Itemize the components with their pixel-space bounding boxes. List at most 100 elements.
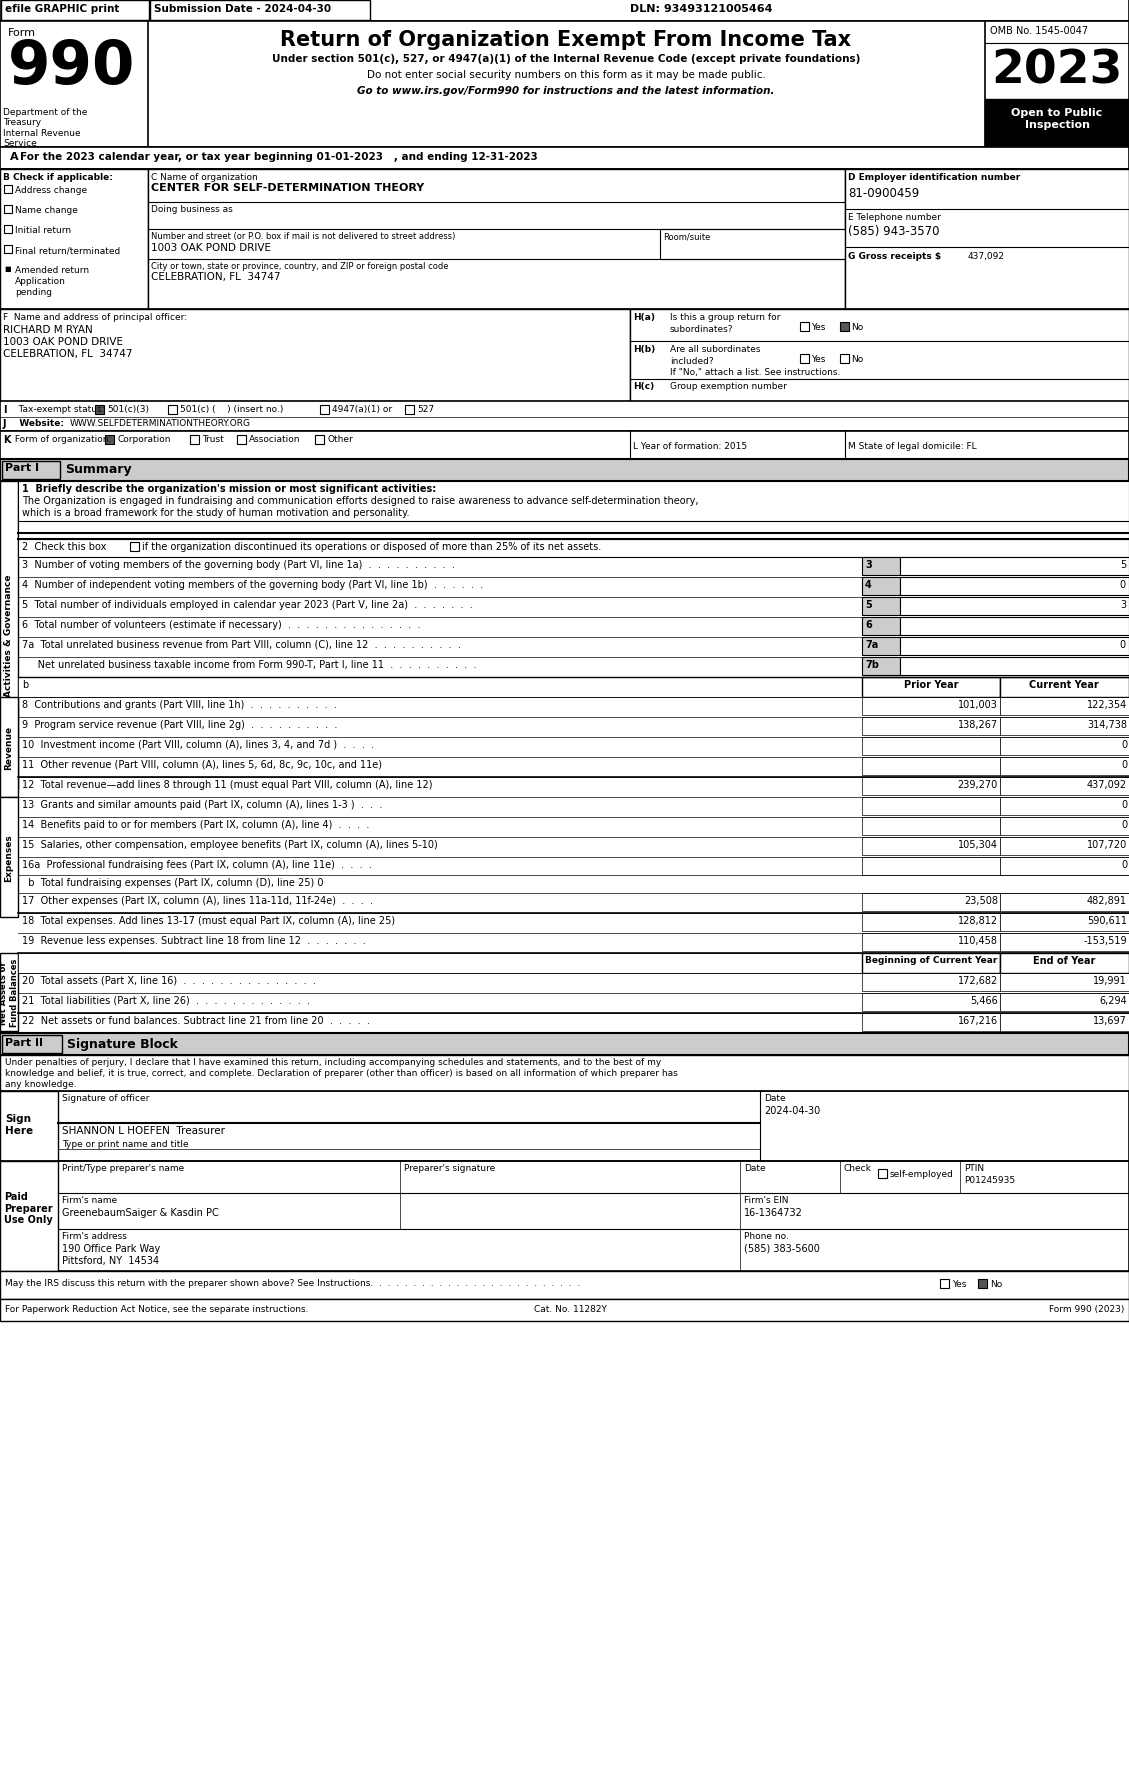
Bar <box>900 577 1129 595</box>
Text: CELEBRATION, FL  34747: CELEBRATION, FL 34747 <box>3 349 132 358</box>
Text: 3: 3 <box>1120 601 1126 609</box>
Text: City or town, state or province, country, and ZIP or foreign postal code: City or town, state or province, country… <box>151 262 448 271</box>
Bar <box>984 100 1129 148</box>
Text: 239,270: 239,270 <box>957 779 998 789</box>
Text: Phone no.: Phone no. <box>744 1231 789 1240</box>
Text: 190 Office Park Way: 190 Office Park Way <box>62 1244 160 1253</box>
Bar <box>0 697 18 798</box>
Text: 437,092: 437,092 <box>1087 779 1127 789</box>
Bar <box>1000 777 1129 795</box>
Text: 4: 4 <box>865 579 872 590</box>
Text: Firm's name: Firm's name <box>62 1196 117 1205</box>
Text: 1003 OAK POND DRIVE: 1003 OAK POND DRIVE <box>151 242 271 253</box>
Bar <box>863 597 900 615</box>
Bar <box>237 437 246 446</box>
Text: 2024-04-30: 2024-04-30 <box>764 1105 821 1116</box>
Text: Form 990 (2023): Form 990 (2023) <box>1049 1304 1124 1313</box>
Bar <box>168 406 177 415</box>
Text: b: b <box>21 679 28 690</box>
Bar <box>95 406 104 415</box>
Bar <box>863 818 1000 836</box>
Text: No: No <box>851 355 864 364</box>
Text: Part I: Part I <box>5 463 40 472</box>
Text: Prior Year: Prior Year <box>903 679 959 690</box>
Text: 81-0900459: 81-0900459 <box>848 187 919 200</box>
Bar <box>0 1091 1129 1162</box>
Text: J: J <box>3 419 7 429</box>
Bar <box>1000 1014 1129 1032</box>
Text: 0: 0 <box>1121 800 1127 809</box>
Bar <box>0 460 1129 481</box>
Text: Current Year: Current Year <box>1030 679 1099 690</box>
Text: b  Total fundraising expenses (Part IX, column (D), line 25) 0: b Total fundraising expenses (Part IX, c… <box>21 877 324 887</box>
Text: 990: 990 <box>8 37 135 96</box>
Text: Is this a group return for: Is this a group return for <box>669 314 780 323</box>
Text: (585) 383-5600: (585) 383-5600 <box>744 1244 820 1253</box>
Text: Firm's address: Firm's address <box>62 1231 126 1240</box>
Text: Check: Check <box>844 1164 872 1173</box>
Text: 9  Program service revenue (Part VIII, line 2g)  .  .  .  .  .  .  .  .  .  .: 9 Program service revenue (Part VIII, li… <box>21 720 338 729</box>
Bar <box>844 169 1129 310</box>
Bar <box>863 914 1000 932</box>
Bar <box>130 544 139 552</box>
Text: 15  Salaries, other compensation, employee benefits (Part IX, column (A), lines : 15 Salaries, other compensation, employe… <box>21 839 438 850</box>
Bar <box>315 437 324 446</box>
Text: Under penalties of perjury, I declare that I have examined this return, includin: Under penalties of perjury, I declare th… <box>5 1057 662 1066</box>
Bar <box>18 540 1129 558</box>
Bar <box>863 893 1000 911</box>
Text: Website:: Website: <box>10 419 64 428</box>
Text: No: No <box>851 323 864 331</box>
Bar <box>1000 677 1129 697</box>
Text: H(b): H(b) <box>633 344 655 355</box>
Text: B Check if applicable:: B Check if applicable: <box>3 173 113 182</box>
Bar <box>105 437 114 446</box>
Bar <box>1000 914 1129 932</box>
Bar <box>0 1091 58 1162</box>
Bar <box>863 677 1000 697</box>
Bar <box>1000 973 1129 991</box>
Bar <box>863 638 900 656</box>
Bar <box>863 658 900 675</box>
Text: DLN: 93493121005464: DLN: 93493121005464 <box>630 4 772 14</box>
Text: Other: Other <box>327 435 352 444</box>
Bar <box>840 323 849 331</box>
Bar <box>1000 738 1129 756</box>
Text: Go to www.irs.gov/Form990 for instructions and the latest information.: Go to www.irs.gov/Form990 for instructio… <box>357 86 774 96</box>
Text: 23,508: 23,508 <box>964 896 998 905</box>
Bar <box>1000 838 1129 855</box>
Text: For Paperwork Reduction Act Notice, see the separate instructions.: For Paperwork Reduction Act Notice, see … <box>5 1304 308 1313</box>
Text: 7b: 7b <box>865 659 878 670</box>
Text: F  Name and address of principal officer:: F Name and address of principal officer: <box>3 314 187 323</box>
Text: 12  Total revenue—add lines 8 through 11 (must equal Part VIII, column (A), line: 12 Total revenue—add lines 8 through 11 … <box>21 779 432 789</box>
Bar <box>800 323 809 331</box>
Text: Room/suite: Room/suite <box>663 232 710 241</box>
Text: 0: 0 <box>1121 820 1127 830</box>
Text: Activities & Governance: Activities & Governance <box>5 574 14 697</box>
Text: Address change: Address change <box>15 185 87 194</box>
Text: 172,682: 172,682 <box>957 975 998 985</box>
Text: Expenses: Expenses <box>5 834 14 882</box>
Text: D Employer identification number: D Employer identification number <box>848 173 1021 182</box>
Bar <box>0 169 1129 310</box>
Text: Pittsford, NY  14534: Pittsford, NY 14534 <box>62 1255 159 1265</box>
Bar <box>0 481 18 789</box>
Text: if the organization discontinued its operations or disposed of more than 25% of : if the organization discontinued its ope… <box>142 542 602 552</box>
Text: (585) 943-3570: (585) 943-3570 <box>848 225 939 237</box>
Bar <box>978 1279 987 1288</box>
Text: Net unrelated business taxable income from Form 990-T, Part I, line 11  .  .  . : Net unrelated business taxable income fr… <box>21 659 476 670</box>
Bar <box>1000 993 1129 1012</box>
Text: E Telephone number: E Telephone number <box>848 212 940 223</box>
Bar <box>863 934 1000 952</box>
Text: Group exemption number: Group exemption number <box>669 381 787 390</box>
Bar <box>1000 697 1129 716</box>
Text: 5,466: 5,466 <box>970 996 998 1005</box>
Text: Form of organization:: Form of organization: <box>12 435 112 444</box>
Text: Doing business as: Doing business as <box>151 205 233 214</box>
Text: 101,003: 101,003 <box>959 700 998 709</box>
Text: included?: included? <box>669 356 714 365</box>
Text: Preparer's signature: Preparer's signature <box>404 1164 496 1173</box>
Bar <box>0 169 148 310</box>
Text: L Year of formation: 2015: L Year of formation: 2015 <box>633 442 747 451</box>
Text: Name change: Name change <box>15 207 78 216</box>
Text: 0: 0 <box>1121 759 1127 770</box>
